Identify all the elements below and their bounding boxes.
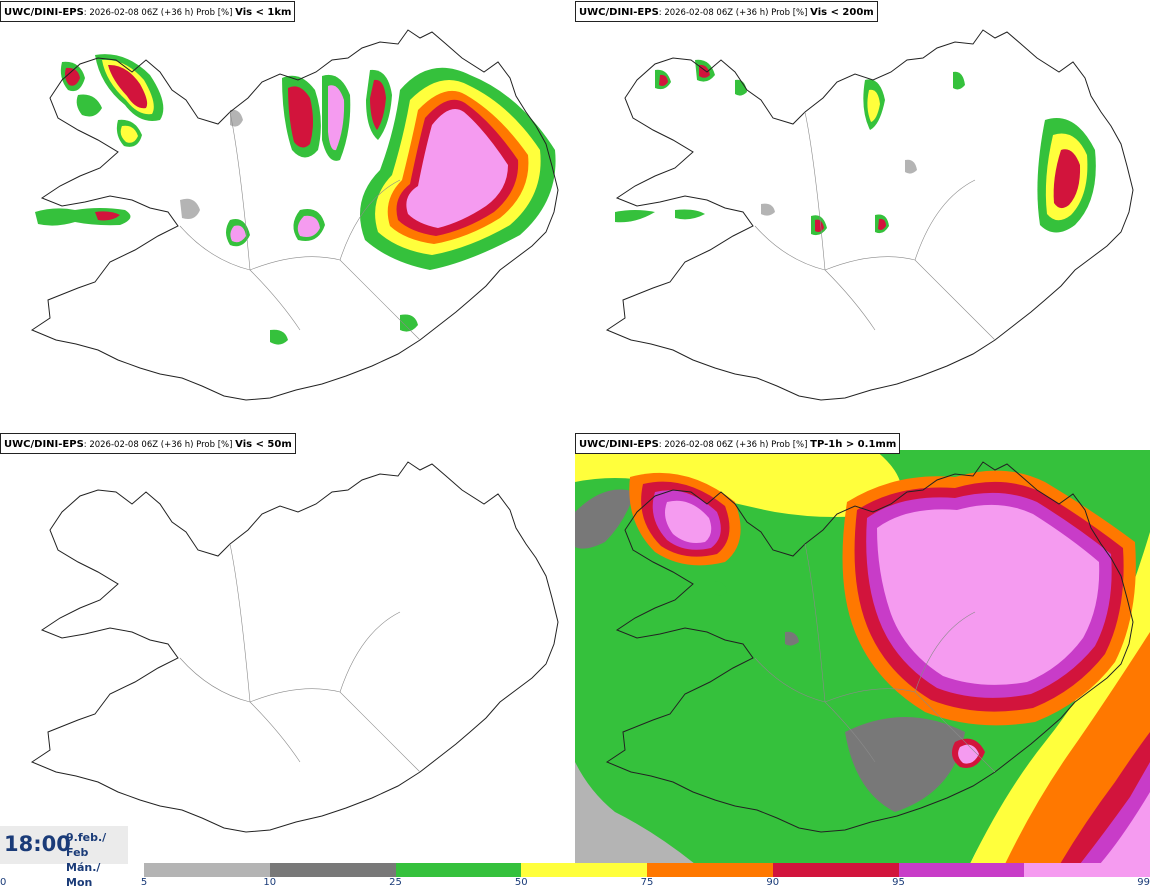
region-borders bbox=[179, 111, 421, 341]
colorbar-tick-labels: 0 5 10 25 50 75 90 95 99 bbox=[0, 877, 1150, 891]
colorbar-segment bbox=[898, 863, 1025, 877]
model-source: UWC/DINI-EPS bbox=[4, 439, 84, 450]
valid-date: 9.feb./ Feb Mán./ Mon bbox=[66, 830, 128, 890]
valid-date-line1: 9.feb./ Feb bbox=[66, 831, 107, 859]
run-info: : 2026-02-08 06Z (+36 h) Prob [%] bbox=[658, 440, 811, 450]
map-panel-vis-1km: UWC/DINI-EPS: 2026-02-08 06Z (+36 h) Pro… bbox=[0, 0, 575, 432]
colorbar-segment bbox=[1024, 863, 1150, 877]
hotspot-gray bbox=[180, 109, 418, 345]
parameter-label: Vis < 1km bbox=[235, 7, 292, 18]
colorbar-tick-label: 10 bbox=[263, 877, 277, 888]
parameter-label: Vis < 50m bbox=[235, 439, 292, 450]
hotspot-east-fjords bbox=[360, 67, 556, 271]
colorbar-tick-label: 95 bbox=[892, 877, 905, 888]
iceland-map bbox=[606, 29, 1134, 401]
iceland-map bbox=[31, 29, 559, 401]
colorbar-tick-label: 0 bbox=[0, 877, 7, 888]
probability-fields bbox=[35, 54, 556, 345]
colorbar-tick-label: 90 bbox=[766, 877, 780, 888]
colorbar-segment bbox=[269, 863, 396, 877]
panel-title: UWC/DINI-EPS: 2026-02-08 06Z (+36 h) Pro… bbox=[0, 1, 296, 22]
run-info: : 2026-02-08 06Z (+36 h) Prob [%] bbox=[83, 440, 236, 450]
probability-colorbar bbox=[144, 863, 1150, 877]
region-borders bbox=[179, 543, 421, 773]
iceland-map bbox=[575, 450, 1150, 864]
region-borders bbox=[754, 543, 996, 773]
model-source: UWC/DINI-EPS bbox=[579, 7, 659, 18]
probability-fields bbox=[575, 450, 1150, 864]
run-info: : 2026-02-08 06Z (+36 h) Prob [%] bbox=[83, 8, 236, 18]
hotspot-westfjords bbox=[35, 54, 250, 247]
colorbar-tick-label: 5 bbox=[140, 877, 148, 888]
model-source: UWC/DINI-EPS bbox=[4, 7, 84, 18]
panel-title: UWC/DINI-EPS: 2026-02-08 06Z (+36 h) Pro… bbox=[0, 433, 296, 454]
colorbar-tick-label: 25 bbox=[389, 877, 402, 888]
hotspot-north bbox=[282, 69, 392, 241]
panel-title: UWC/DINI-EPS: 2026-02-08 06Z (+36 h) Pro… bbox=[575, 1, 878, 22]
colorbar-tick-label: 75 bbox=[640, 877, 654, 888]
colorbar-segment bbox=[521, 863, 647, 877]
colorbar-segment bbox=[144, 863, 270, 877]
map-panel-vis-200m: UWC/DINI-EPS: 2026-02-08 06Z (+36 h) Pro… bbox=[575, 0, 1150, 432]
map-panel-precip: UWC/DINI-EPS: 2026-02-08 06Z (+36 h) Pro… bbox=[575, 432, 1150, 864]
colorbar-tick-label: 50 bbox=[514, 877, 528, 888]
valid-date-line2: Mán./ Mon bbox=[66, 861, 101, 889]
panel-title: UWC/DINI-EPS: 2026-02-08 06Z (+36 h) Pro… bbox=[575, 433, 901, 454]
coastline bbox=[31, 461, 559, 833]
colorbar-segment bbox=[647, 863, 773, 877]
probability-fields bbox=[615, 59, 1096, 236]
colorbar-segment bbox=[395, 863, 522, 877]
valid-time-box: 18:00 9.feb./ Feb Mán./ Mon bbox=[0, 826, 128, 889]
run-info: : 2026-02-08 06Z (+36 h) Prob [%] bbox=[658, 8, 811, 18]
iceland-map bbox=[31, 461, 559, 833]
parameter-label: Vis < 200m bbox=[810, 7, 874, 18]
model-source: UWC/DINI-EPS bbox=[579, 439, 659, 450]
parameter-label: TP-1h > 0.1mm bbox=[810, 439, 897, 450]
region-borders bbox=[754, 111, 996, 341]
colorbar-segment bbox=[772, 863, 899, 877]
map-panel-vis-50m: UWC/DINI-EPS: 2026-02-08 06Z (+36 h) Pro… bbox=[0, 432, 575, 864]
valid-time: 18:00 bbox=[4, 832, 71, 856]
colorbar-tick-label: 99 bbox=[1137, 877, 1150, 888]
